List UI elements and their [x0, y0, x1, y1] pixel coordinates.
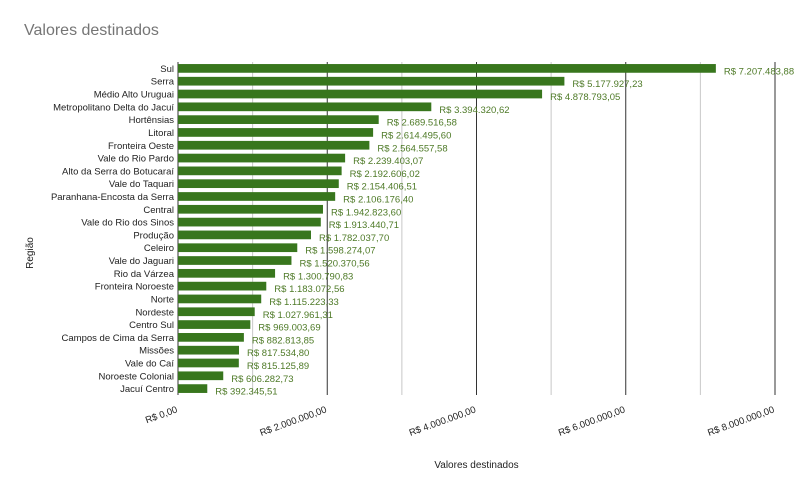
x-tick-label: R$ 0,00 [144, 404, 179, 426]
bar [178, 102, 432, 112]
category-label: Campos de Cima da Serra [62, 333, 175, 344]
value-label: R$ 1.027.961,31 [263, 310, 333, 321]
bar [178, 256, 292, 265]
value-label: R$ 392.345,51 [215, 387, 277, 398]
category-label: Sul [160, 64, 174, 75]
value-label: R$ 1.913.440,71 [329, 220, 399, 231]
bar [178, 281, 267, 291]
bar [178, 115, 379, 124]
category-label: Noroeste Colonial [98, 371, 174, 382]
bar [178, 128, 374, 137]
bar [178, 243, 298, 253]
category-label: Vale do Jaguari [109, 256, 174, 267]
bar [178, 358, 239, 368]
category-label: Litoral [148, 128, 174, 139]
bar [178, 76, 565, 86]
bar [178, 371, 224, 381]
value-label: R$ 1.115.223,33 [269, 297, 339, 308]
chart-title: Valores destinados [24, 22, 159, 39]
value-label: R$ 2.239.403,07 [353, 156, 423, 167]
category-label: Hortênsias [129, 115, 175, 126]
value-label: R$ 3.394.320,62 [439, 105, 509, 116]
bar [178, 307, 255, 317]
x-tick-label: R$ 8.000.000,00 [706, 404, 776, 438]
value-label: R$ 1.300.790,83 [283, 271, 353, 282]
category-label: Central [143, 205, 174, 216]
y-axis-title: Região [25, 237, 36, 269]
bar [178, 333, 244, 342]
value-label: R$ 2.564.557,58 [377, 143, 447, 154]
category-label: Centro Sul [129, 320, 174, 331]
bar [178, 217, 321, 227]
value-label: R$ 1.942.823,60 [331, 207, 401, 218]
category-label: Paranhana-Encosta da Serra [51, 192, 175, 203]
value-label: R$ 2.106.176,40 [343, 194, 413, 205]
category-label: Produção [133, 230, 174, 241]
value-label: R$ 4.878.793,05 [550, 92, 620, 103]
x-axis-title: Valores destinados [434, 460, 518, 471]
category-label: Vale do Taquari [109, 179, 174, 190]
x-tick-label: R$ 4.000.000,00 [408, 404, 478, 438]
category-label: Fronteira Noroeste [95, 282, 174, 293]
value-label: R$ 7.207.483,88 [724, 66, 794, 77]
category-label: Alto da Serra do Botucaraí [62, 166, 174, 177]
category-label: Rio da Várzea [114, 269, 175, 280]
value-label: R$ 2.192.606,02 [350, 169, 420, 180]
value-label: R$ 817.534,80 [247, 348, 309, 359]
bar [178, 345, 240, 355]
category-label: Jacuí Centro [120, 384, 174, 395]
bar [178, 140, 370, 150]
grid-lines [177, 62, 776, 395]
x-tick-label: R$ 2.000.000,00 [258, 404, 328, 438]
bars [178, 64, 716, 393]
bar [178, 192, 336, 201]
category-label: Celeiro [144, 243, 174, 254]
bar [178, 166, 342, 176]
bar [178, 64, 716, 73]
value-label: R$ 606.282,73 [231, 374, 293, 385]
bar [178, 384, 208, 393]
category-label: Vale do Rio Pardo [98, 154, 174, 165]
bar [178, 268, 276, 278]
bar [178, 294, 262, 304]
category-label: Metropolitano Delta do Jacuí [53, 102, 174, 113]
value-label: R$ 882.813,85 [252, 335, 314, 346]
value-label: R$ 5.177.927,23 [572, 79, 642, 90]
value-label: R$ 2.614.495,60 [381, 130, 451, 141]
bar [178, 230, 311, 240]
category-label: Missões [139, 346, 174, 357]
bar [178, 153, 346, 163]
category-label: Fronteira Oeste [108, 141, 174, 152]
category-label: Vale do Caí [125, 358, 174, 369]
category-label: Norte [151, 294, 174, 305]
value-label: R$ 969.003,69 [258, 323, 320, 334]
bar [178, 320, 251, 329]
bar [178, 204, 323, 214]
category-label: Médio Alto Uruguai [94, 90, 174, 101]
labels: Sul R$ 7.207.483,88 Serra R$ 5.177.927,23 Mé… [51, 64, 794, 439]
value-label: R$ 1.183.072,56 [274, 284, 344, 295]
value-label: R$ 815.125,89 [247, 361, 309, 372]
bar [178, 89, 543, 99]
category-label: Nordeste [135, 307, 174, 318]
value-label: R$ 2.154.406,51 [347, 182, 417, 193]
value-label: R$ 1.520.370,56 [299, 259, 369, 270]
value-label: R$ 1.782.037,70 [319, 233, 389, 244]
value-label: R$ 2.689.516,58 [387, 118, 457, 129]
x-tick-label: R$ 6.000.000,00 [557, 404, 627, 438]
value-label: R$ 1.598.274,07 [305, 246, 375, 257]
category-label: Vale do Rio dos Sinos [81, 218, 174, 229]
bar [178, 179, 339, 189]
category-label: Serra [151, 77, 175, 88]
